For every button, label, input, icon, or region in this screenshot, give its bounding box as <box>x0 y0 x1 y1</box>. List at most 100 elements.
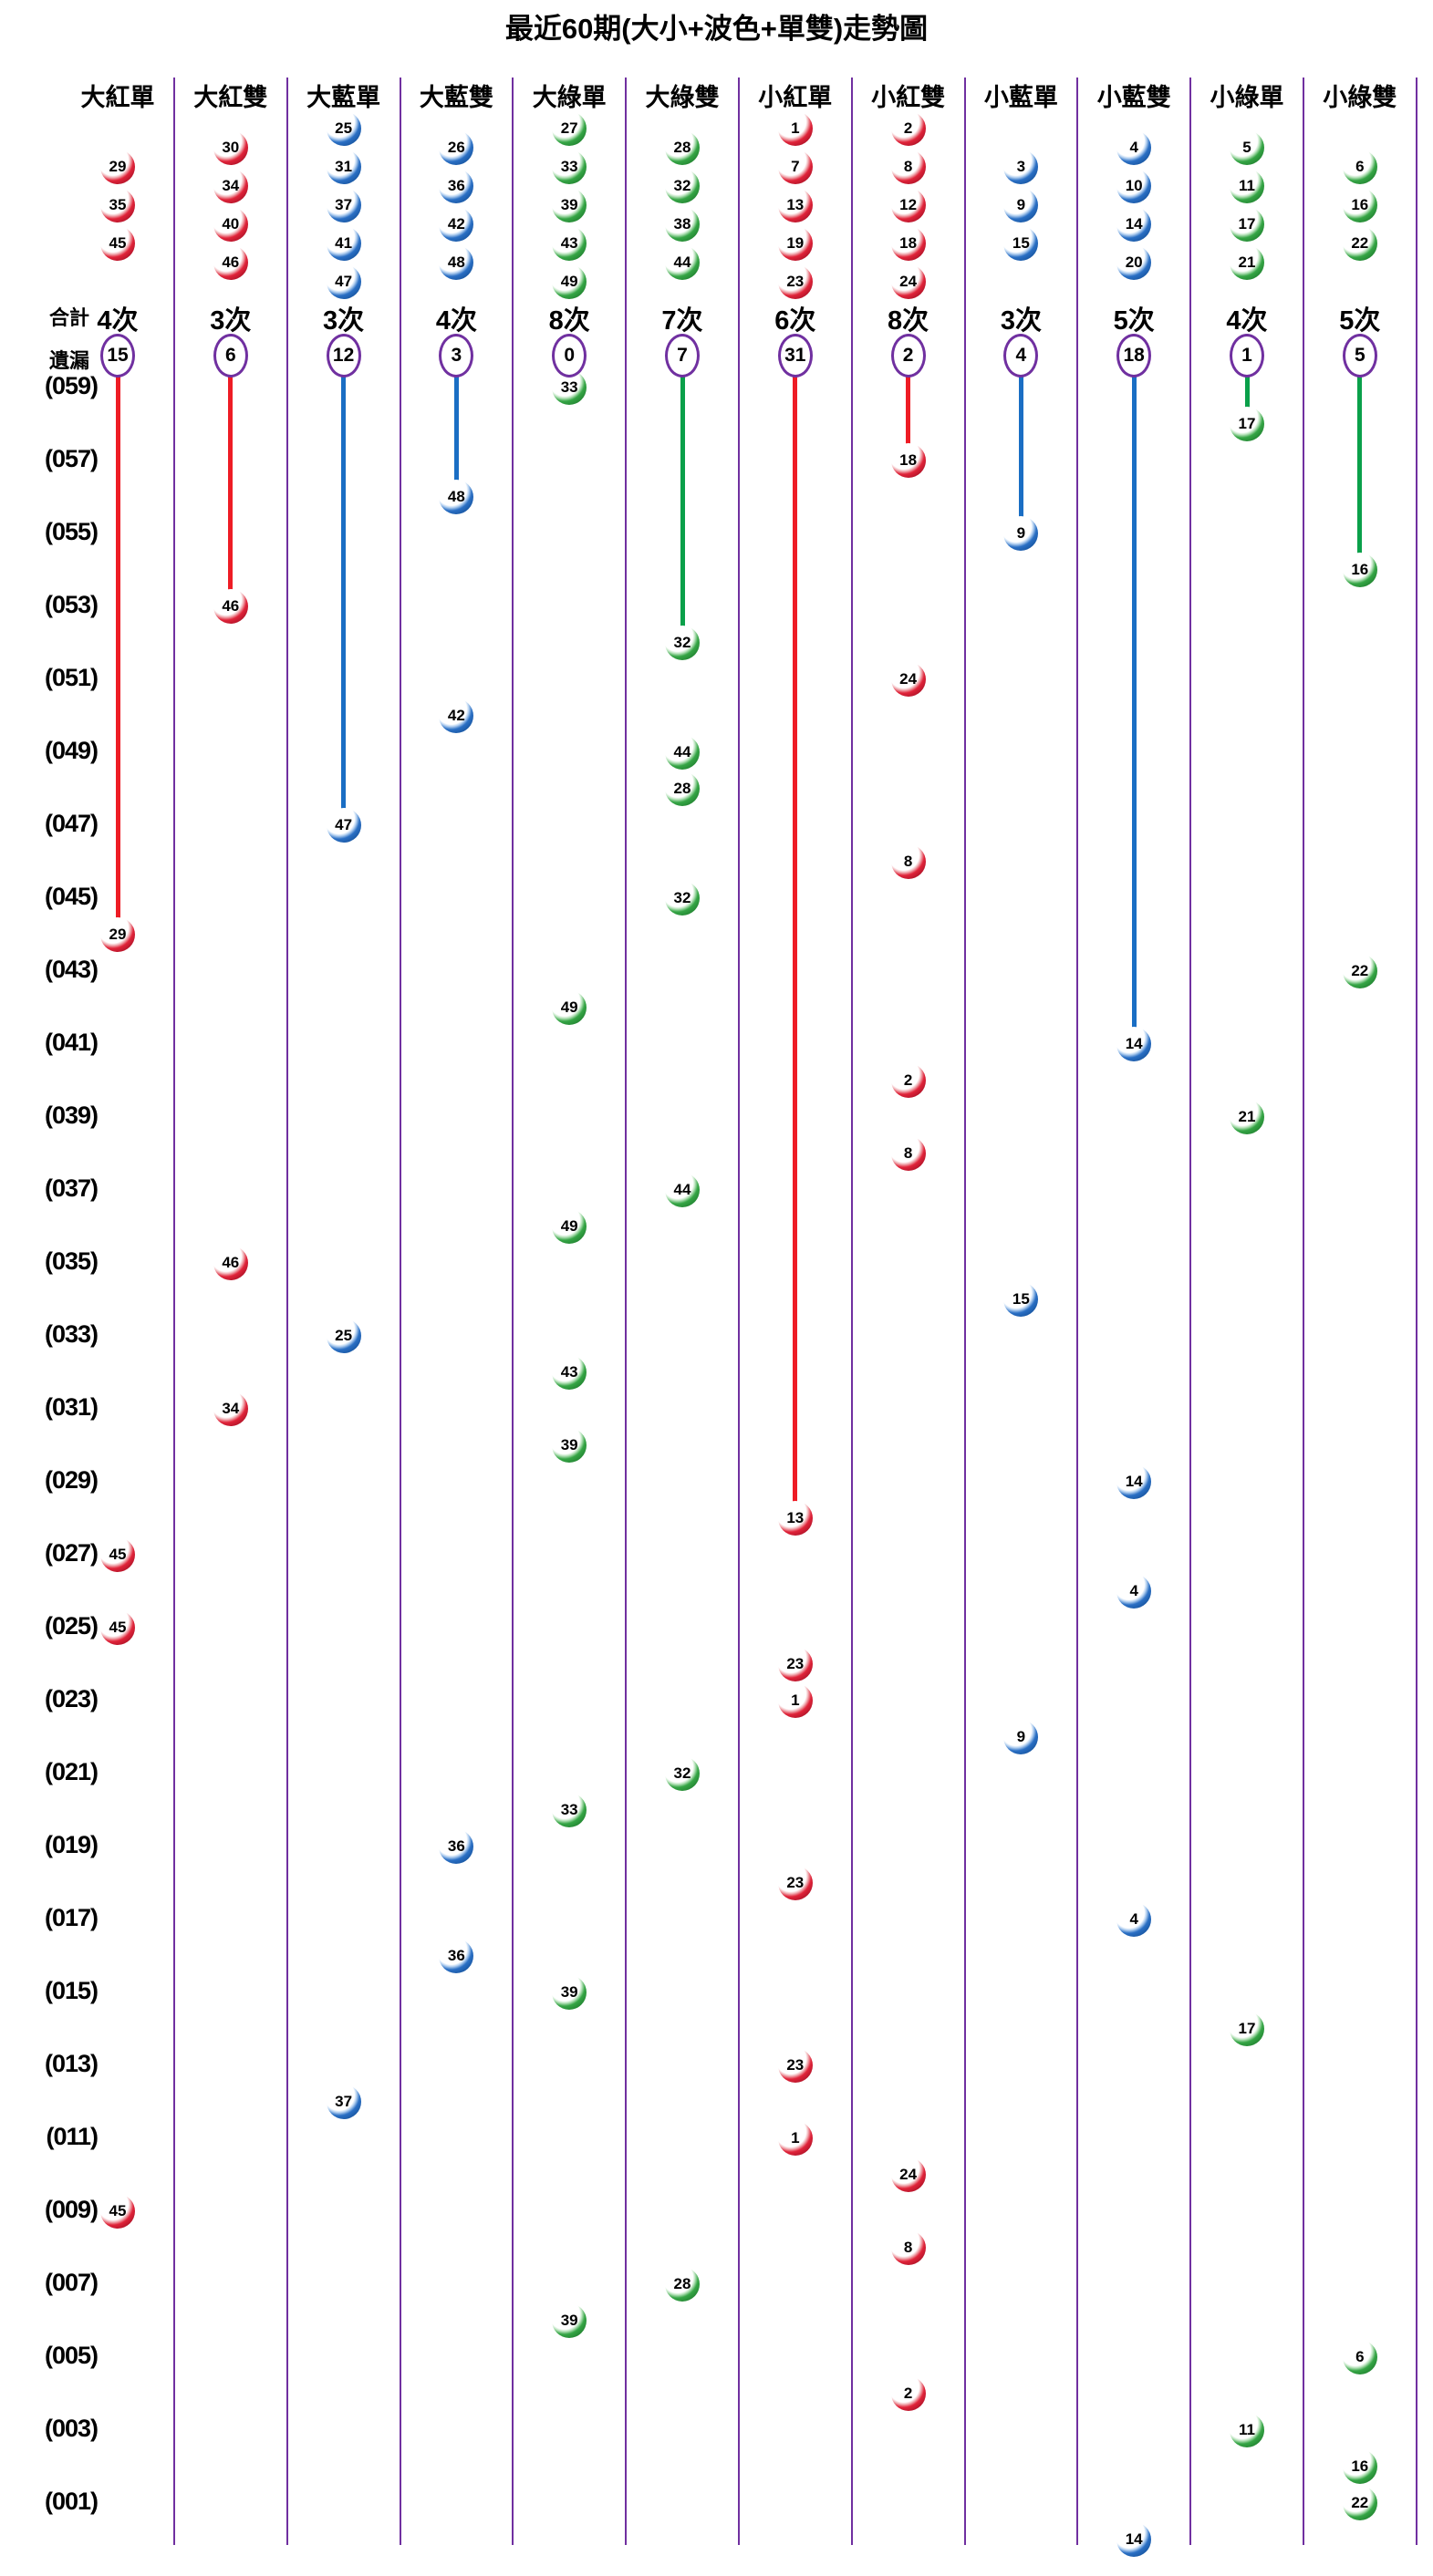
hit-ball: 42 <box>439 698 474 733</box>
hit-ball-number: 1 <box>791 2129 800 2147</box>
hit-ball: 9 <box>1003 1720 1039 1754</box>
column-divider <box>1076 78 1079 2545</box>
header-ball: 18 <box>890 226 926 261</box>
hit-ball: 8 <box>890 1136 926 1171</box>
header-ball-number: 33 <box>560 158 578 175</box>
hit-ball: 45 <box>100 1610 135 1645</box>
row-label: (013) <box>44 2050 99 2077</box>
header-ball: 19 <box>777 226 813 261</box>
row-label: (039) <box>44 1102 99 1129</box>
header-ball-number: 44 <box>673 253 691 271</box>
hit-ball-number: 49 <box>560 998 578 1016</box>
hit-ball-number: 44 <box>673 1181 691 1198</box>
header-ball-number: 12 <box>899 196 918 213</box>
header-ball-number: 21 <box>1238 253 1256 271</box>
row-label: (003) <box>44 2415 99 2442</box>
hit-ball: 46 <box>213 589 248 624</box>
hit-ball: 15 <box>1003 1282 1039 1317</box>
total-count: 4次 <box>435 306 477 336</box>
miss-circle: 1 <box>1230 334 1264 378</box>
column-header: 小綠雙 <box>1323 84 1397 111</box>
hit-ball-number: 17 <box>1238 415 1256 432</box>
hit-ball: 11 <box>1230 2413 1264 2447</box>
header-ball-number: 29 <box>109 158 127 175</box>
hit-ball: 49 <box>552 990 587 1025</box>
column-header: 小藍雙 <box>1096 84 1171 111</box>
header-ball: 40 <box>213 207 248 242</box>
header-ball: 22 <box>1342 226 1377 261</box>
header-ball: 6 <box>1342 150 1377 184</box>
column-divider <box>1415 78 1417 2545</box>
hit-ball-number: 22 <box>1351 2494 1369 2511</box>
header-ball: 39 <box>552 188 587 222</box>
total-count: 8次 <box>888 306 929 336</box>
header-ball-number: 34 <box>222 177 240 194</box>
hit-ball-number: 33 <box>560 378 578 396</box>
trend-line <box>228 375 234 606</box>
header-ball: 41 <box>326 226 361 261</box>
header-ball: 12 <box>890 188 926 222</box>
hit-ball: 24 <box>890 662 926 697</box>
hit-ball-number: 1 <box>791 1691 800 1709</box>
header-ball: 1 <box>777 111 813 146</box>
column-divider <box>399 78 401 2545</box>
row-label: (001) <box>44 2488 99 2515</box>
hit-ball-number: 14 <box>1125 1473 1143 1490</box>
hit-ball-number: 48 <box>447 488 465 505</box>
row-label: (015) <box>44 1977 99 2004</box>
column-header: 小紅雙 <box>871 84 946 111</box>
hit-ball: 45 <box>100 1537 135 1572</box>
hit-ball: 13 <box>777 1501 813 1536</box>
row-label: (019) <box>44 1831 99 1858</box>
header-ball: 30 <box>213 130 248 165</box>
header-ball-number: 5 <box>1242 139 1251 156</box>
hit-ball-number: 44 <box>673 743 691 760</box>
hit-ball: 46 <box>213 1246 248 1280</box>
total-gutter-label: 合計 <box>48 306 89 329</box>
header-ball: 3 <box>1003 150 1039 184</box>
miss-count: 7 <box>677 345 688 366</box>
page-title: 最近60期(大小+波色+單雙)走勢圖 <box>504 13 929 45</box>
header-ball: 35 <box>100 188 135 222</box>
miss-circle: 4 <box>1003 334 1039 378</box>
miss-count: 1 <box>1241 345 1252 366</box>
column-header: 大藍單 <box>306 84 381 111</box>
hit-ball: 23 <box>777 1866 813 1900</box>
hit-ball: 32 <box>665 626 700 660</box>
hit-ball-number: 2 <box>903 1071 913 1089</box>
miss-count: 4 <box>1015 345 1027 366</box>
hit-ball-number: 22 <box>1351 962 1369 979</box>
hit-ball-number: 45 <box>109 1619 127 1636</box>
header-ball: 37 <box>326 188 361 222</box>
row-label: (007) <box>44 2269 99 2296</box>
trend-line <box>793 375 798 1518</box>
header-ball-number: 13 <box>786 196 805 213</box>
miss-count: 6 <box>224 345 236 366</box>
hit-ball-number: 37 <box>335 2093 353 2110</box>
hit-ball-number: 11 <box>1239 2421 1255 2438</box>
hit-ball-number: 33 <box>560 1801 578 1818</box>
hit-ball-number: 24 <box>899 2166 918 2183</box>
header-ball-number: 15 <box>1012 234 1030 252</box>
hit-ball-number: 39 <box>560 2312 578 2329</box>
column-header: 大藍雙 <box>419 84 493 111</box>
hit-ball-number: 47 <box>335 816 353 833</box>
header-ball: 20 <box>1116 245 1152 280</box>
column-header: 大紅雙 <box>193 84 268 111</box>
header-ball-number: 10 <box>1125 177 1143 194</box>
miss-count: 18 <box>1123 345 1145 366</box>
hit-ball: 14 <box>1116 1464 1152 1499</box>
row-label: (055) <box>44 518 99 545</box>
header-ball: 45 <box>100 226 135 261</box>
hit-ball-number: 45 <box>109 1546 127 1563</box>
hit-ball: 16 <box>1342 553 1377 587</box>
header-ball-number: 16 <box>1351 196 1369 213</box>
hit-ball: 14 <box>1116 1027 1152 1061</box>
row-label: (029) <box>44 1466 99 1494</box>
hit-ball: 34 <box>213 1391 248 1426</box>
column-header: 大綠單 <box>532 84 607 111</box>
row-label: (017) <box>44 1904 99 1931</box>
row-label: (023) <box>44 1685 99 1712</box>
header-ball: 36 <box>439 169 474 203</box>
row-label: (041) <box>44 1029 99 1056</box>
